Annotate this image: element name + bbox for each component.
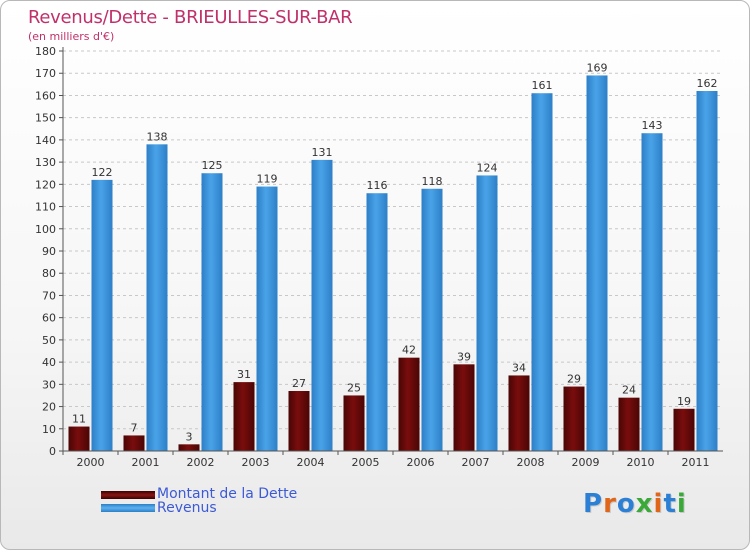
revenue-value-label: 118: [422, 175, 443, 188]
x-tick-label: 2011: [682, 456, 710, 469]
revenue-bar: [366, 193, 388, 451]
y-tick-label: 170: [35, 67, 56, 80]
x-tick-label: 2002: [187, 456, 215, 469]
y-tick-label: 120: [35, 178, 56, 191]
debt-value-label: 25: [347, 381, 361, 394]
debt-value-label: 42: [402, 344, 416, 357]
debt-value-label: 7: [131, 421, 138, 434]
y-tick-label: 20: [42, 401, 56, 414]
revenue-value-label: 122: [92, 166, 113, 179]
y-tick-label: 140: [35, 134, 56, 147]
y-tick-label: 90: [42, 245, 56, 258]
debt-bar: [178, 444, 200, 451]
revenue-value-label: 131: [312, 146, 333, 159]
debt-value-label: 3: [186, 430, 193, 443]
revenue-bar: [641, 133, 663, 451]
debt-value-label: 27: [292, 377, 306, 390]
data-labels: 11 122 7 138 3 125 31 119 27 131 25 116 42 118 39 124 34…: [72, 61, 718, 443]
revenue-bar: [146, 144, 168, 452]
y-tick-label: 30: [42, 378, 56, 391]
revenue-value-label: 119: [257, 173, 278, 186]
y-tick-label: 70: [42, 289, 56, 302]
revenue-value-label: 124: [477, 161, 498, 174]
x-axis-ticks: 2000 2001 2002 2003 2004 2005 2006 2007 2008 2009…: [62, 451, 710, 469]
y-tick-label: 60: [42, 312, 56, 325]
bars: [68, 75, 718, 452]
revenue-bar: [311, 159, 333, 451]
grid-lines: [63, 50, 723, 452]
revenue-value-label: 143: [642, 119, 663, 132]
debt-bar: [398, 357, 420, 451]
y-tick-label: 160: [35, 89, 56, 102]
debt-bar: [453, 364, 475, 451]
debt-value-label: 39: [457, 350, 471, 363]
legend-label-debt: Montant de la Dette: [157, 486, 298, 502]
revenue-value-label: 162: [697, 77, 718, 90]
y-tick-label: 150: [35, 112, 56, 125]
y-tick-label: 80: [42, 267, 56, 280]
debt-bar: [563, 386, 585, 451]
y-tick-label: 110: [35, 201, 56, 214]
x-tick-label: 2008: [517, 456, 545, 469]
debt-bar: [123, 435, 145, 451]
debt-value-label: 31: [237, 368, 251, 381]
debt-bar: [233, 382, 255, 451]
revenue-value-label: 161: [532, 79, 553, 92]
revenue-bar: [256, 186, 278, 452]
legend-swatch-debt: [101, 489, 155, 503]
x-tick-label: 2000: [77, 456, 105, 469]
revenue-bar: [476, 175, 498, 451]
x-tick-label: 2007: [462, 456, 490, 469]
revenue-bar: [421, 188, 443, 451]
x-tick-label: 2006: [407, 456, 435, 469]
debt-value-label: 11: [72, 413, 86, 426]
debt-bar: [68, 426, 90, 451]
revenue-value-label: 125: [202, 159, 223, 172]
debt-bar: [673, 408, 695, 451]
y-axis-ticks: 0 10 20 30 40 50 60 70 80 90 100 110 120 130 140 150 160…: [35, 45, 63, 458]
x-tick-label: 2010: [627, 456, 655, 469]
proxiti-logo: Proxiti: [583, 489, 687, 519]
x-tick-label: 2004: [297, 456, 325, 469]
revenue-bar: [201, 173, 223, 451]
y-tick-label: 180: [35, 45, 56, 58]
debt-bar: [343, 395, 365, 451]
axes: [62, 47, 723, 452]
revenue-bar: [531, 93, 553, 451]
x-tick-label: 2001: [132, 456, 160, 469]
y-tick-label: 100: [35, 223, 56, 236]
revenue-value-label: 169: [587, 61, 608, 74]
y-tick-label: 50: [42, 334, 56, 347]
debt-value-label: 19: [677, 395, 691, 408]
debt-value-label: 24: [622, 384, 636, 397]
chart-subtitle: (en milliers d'€): [28, 30, 115, 43]
debt-value-label: 34: [512, 361, 526, 374]
revenue-bar: [696, 91, 718, 451]
y-tick-label: 10: [42, 423, 56, 436]
debt-value-label: 29: [567, 373, 581, 386]
debt-bar: [288, 391, 310, 451]
x-tick-label: 2003: [242, 456, 270, 469]
revenue-bar: [586, 75, 608, 451]
x-tick-label: 2005: [352, 456, 380, 469]
legend-swatch-revenue: [101, 502, 155, 516]
y-tick-label: 130: [35, 156, 56, 169]
debt-bar: [508, 375, 530, 451]
y-tick-label: 0: [49, 445, 56, 458]
chart-title: Revenus/Dette - BRIEULLES-SUR-BAR: [28, 7, 353, 28]
x-tick-label: 2009: [572, 456, 600, 469]
y-tick-label: 40: [42, 356, 56, 369]
revenue-value-label: 138: [147, 130, 168, 143]
revenue-value-label: 116: [367, 179, 388, 192]
legend-label-revenue: Revenus: [157, 500, 217, 516]
debt-bar: [618, 397, 640, 451]
revenue-bar: [91, 179, 113, 451]
